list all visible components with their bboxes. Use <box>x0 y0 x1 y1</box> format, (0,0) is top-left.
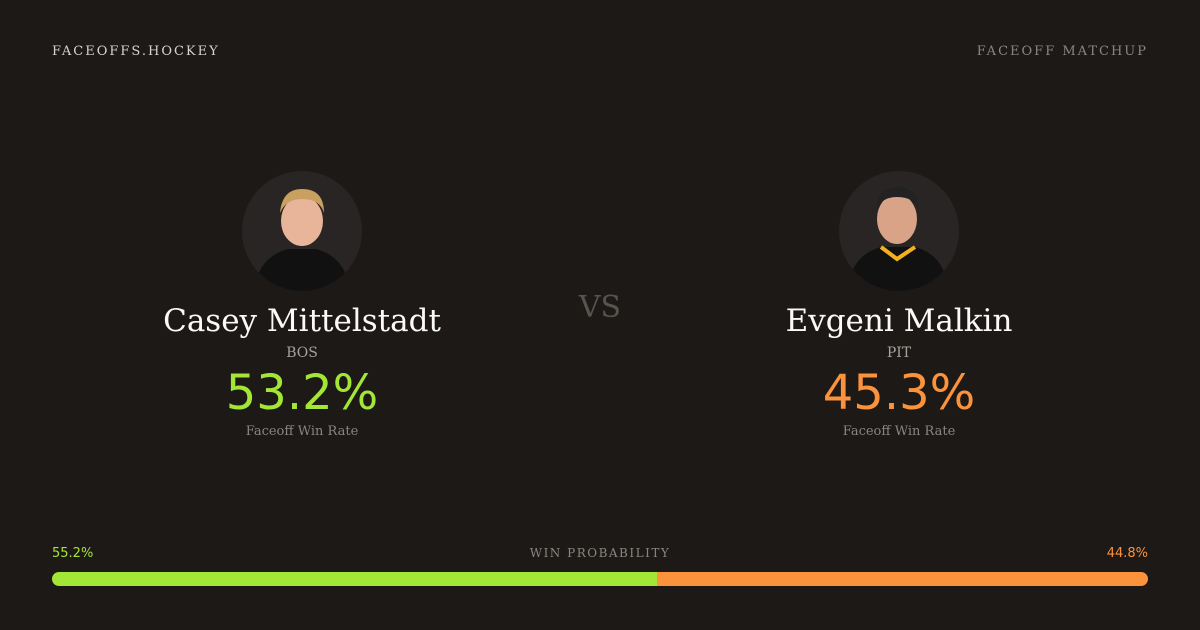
win-probability-left-segment <box>52 572 657 586</box>
win-probability-left: 55.2% <box>52 546 94 561</box>
win-rate-label: Faceoff Win Rate <box>245 424 359 439</box>
page-mode-label: FACEOFF MATCHUP <box>976 44 1148 59</box>
vs-label: VS <box>578 290 622 325</box>
player-avatar <box>242 171 362 291</box>
player-card-right: Evgeni Malkin PIT 45.3% Faceoff Win Rate <box>689 171 1109 441</box>
player-team: PIT <box>886 345 912 361</box>
player-card-left: Casey Mittelstadt BOS 53.2% Faceoff Win … <box>92 171 512 441</box>
faceoff-win-rate: 53.2% <box>225 365 379 421</box>
win-probability-bar <box>52 572 1148 586</box>
win-probability-title: WIN PROBABILITY <box>529 546 671 560</box>
player-avatar <box>839 171 959 291</box>
faceoff-win-rate: 45.3% <box>822 365 976 421</box>
win-probability-right: 44.8% <box>1106 546 1148 561</box>
player-team: BOS <box>286 345 318 361</box>
player-name: Casey Mittelstadt <box>163 303 441 339</box>
site-brand: FACEOFFS.HOCKEY <box>52 44 220 59</box>
win-rate-label: Faceoff Win Rate <box>842 424 956 439</box>
win-probability-right-segment <box>656 572 1148 586</box>
player-name: Evgeni Malkin <box>785 303 1013 339</box>
